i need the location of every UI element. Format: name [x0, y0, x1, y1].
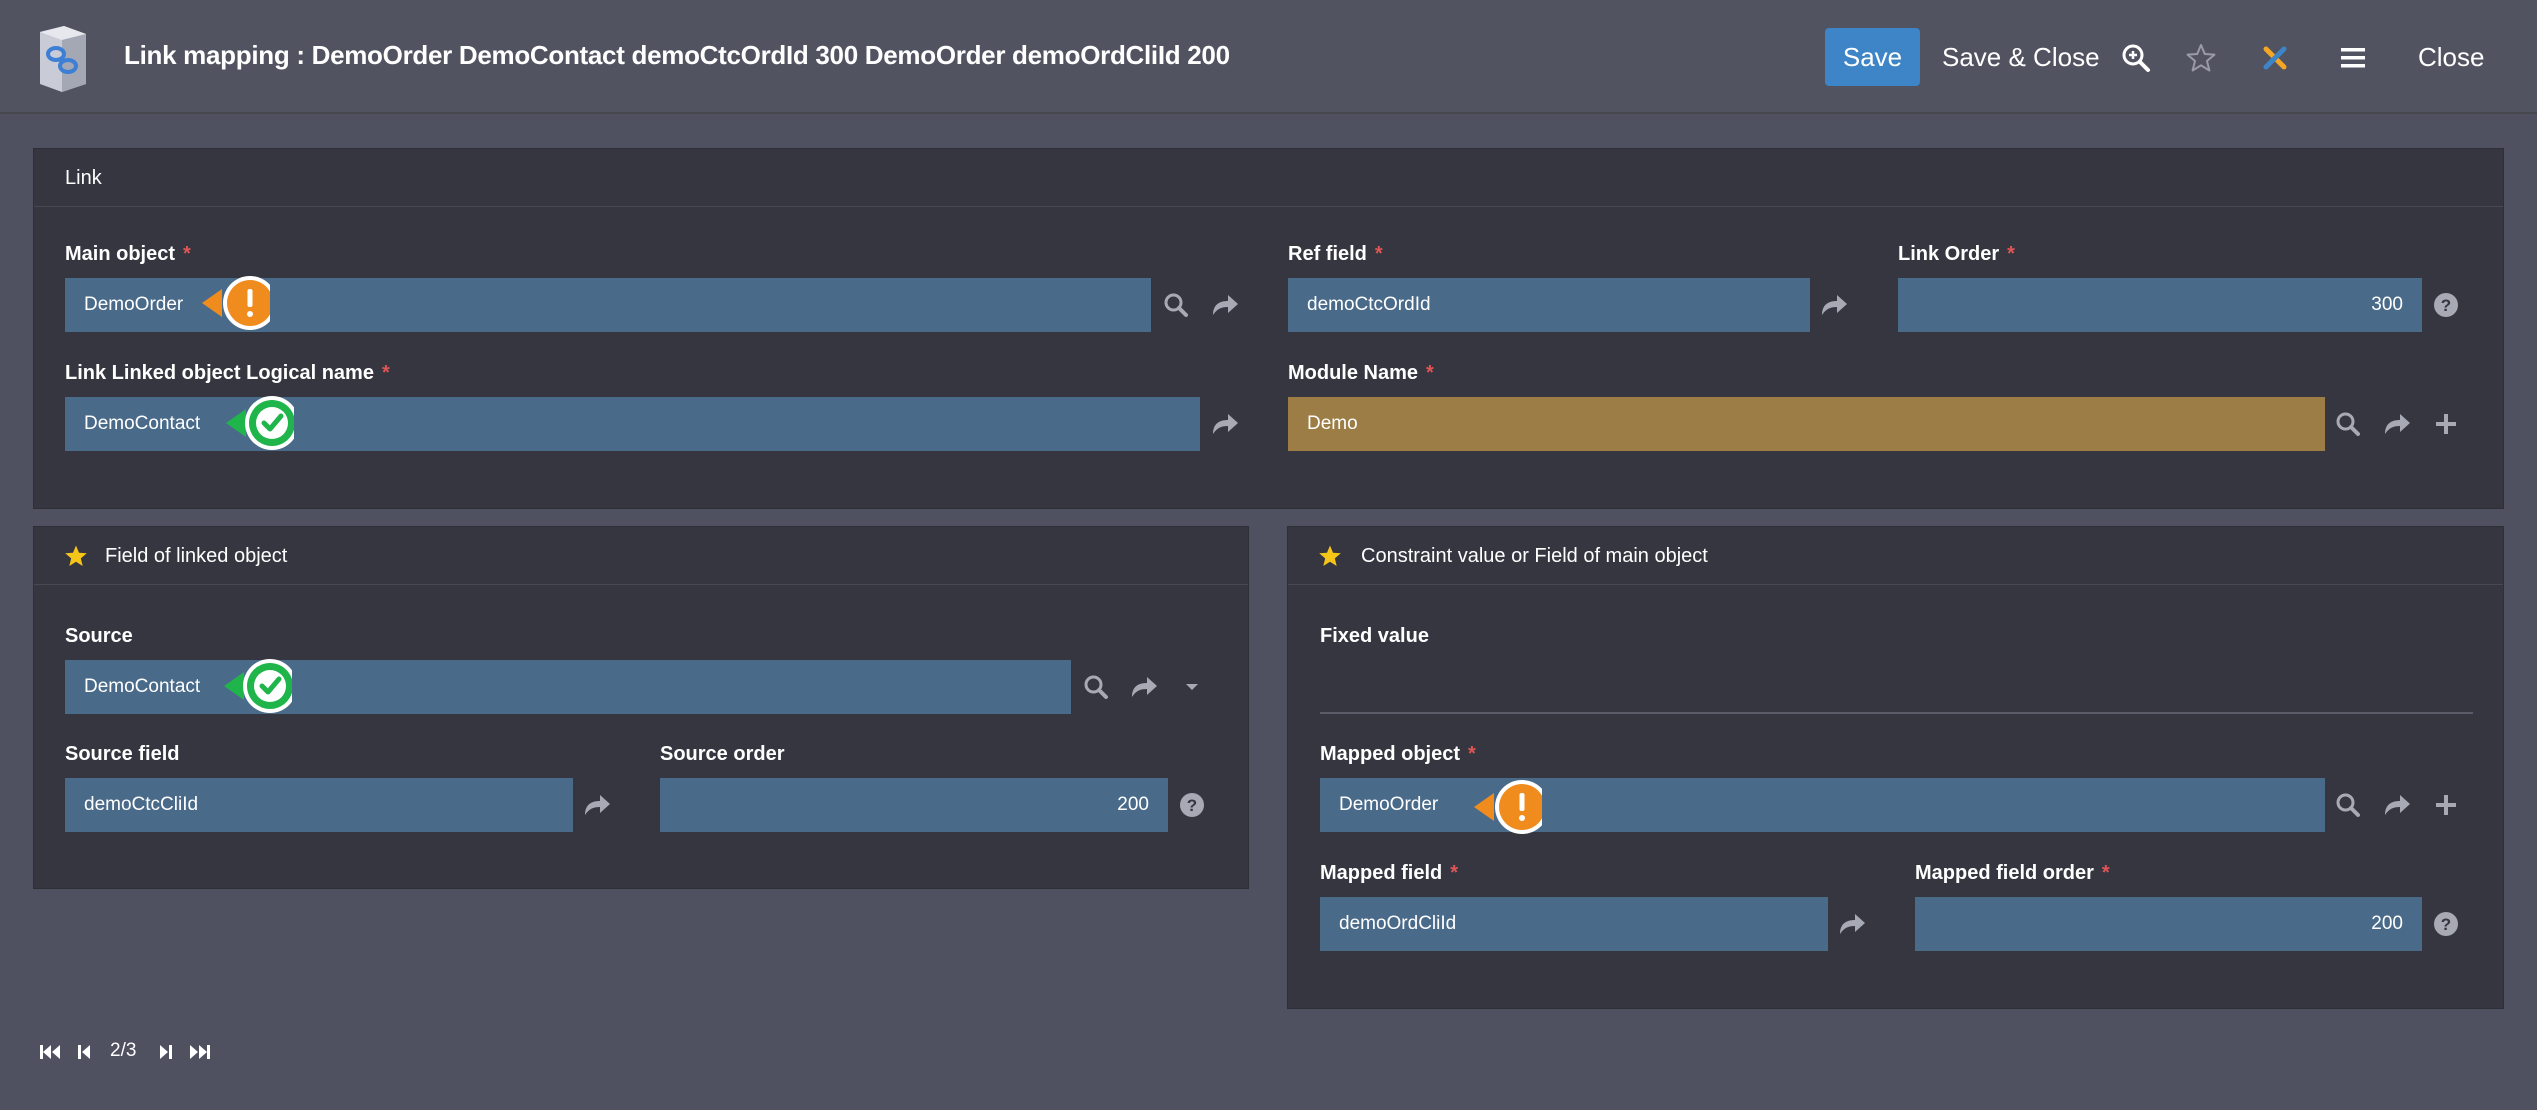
search-icon[interactable]	[2334, 791, 2362, 819]
open-link-arrow-icon[interactable]	[583, 791, 611, 819]
mapped-object-input[interactable]: DemoOrder	[1320, 778, 2325, 832]
tools-icon[interactable]	[2255, 38, 2295, 78]
open-link-arrow-icon[interactable]	[1211, 410, 1239, 438]
main-object-label: Main object *	[65, 243, 191, 265]
link-panel-title: Link	[65, 167, 102, 189]
open-link-arrow-icon[interactable]	[1838, 910, 1866, 938]
link-order-label: Link Order *	[1898, 243, 2015, 265]
mapped-field-order-label: Mapped field order *	[1915, 862, 2110, 884]
save-and-close-button[interactable]: Save & Close	[1942, 42, 2100, 72]
warning-badge-icon	[1474, 780, 1542, 834]
first-page-icon[interactable]	[36, 1038, 64, 1066]
page-title: Link mapping : DemoOrder DemoContact dem…	[124, 40, 1230, 70]
fixed-value-label: Fixed value	[1320, 625, 1429, 647]
search-icon[interactable]	[2334, 410, 2362, 438]
module-name-input[interactable]: Demo	[1288, 397, 2325, 451]
close-button[interactable]: Close	[2418, 42, 2485, 72]
open-link-arrow-icon[interactable]	[2383, 410, 2411, 438]
constraint-panel-header: Constraint value or Field of main object	[1288, 527, 2503, 585]
source-order-input[interactable]: 200	[660, 778, 1168, 832]
source-input[interactable]: DemoContact	[65, 660, 1071, 714]
module-name-label: Module Name *	[1288, 362, 1434, 384]
warning-badge-icon	[202, 276, 270, 330]
search-icon[interactable]	[1082, 673, 1110, 701]
add-icon[interactable]	[2432, 410, 2460, 438]
dropdown-caret-icon[interactable]	[1178, 673, 1206, 701]
source-order-label: Source order	[660, 743, 785, 765]
star-icon[interactable]	[2181, 38, 2221, 78]
svg-text:?: ?	[1187, 796, 1197, 815]
star-icon	[1319, 545, 1341, 566]
next-page-icon[interactable]	[152, 1038, 180, 1066]
linked-field-panel-header: Field of linked object	[34, 527, 1248, 585]
constraint-panel-title: Constraint value or Field of main object	[1361, 545, 1708, 567]
help-icon[interactable]: ?	[2432, 910, 2460, 938]
last-page-icon[interactable]	[186, 1038, 214, 1066]
star-icon	[65, 545, 87, 566]
open-link-arrow-icon[interactable]	[2383, 791, 2411, 819]
fixed-value-underline	[1320, 712, 2473, 714]
save-button[interactable]: Save	[1825, 28, 1920, 86]
valid-check-badge-icon	[224, 659, 292, 713]
link-mapping-app-icon	[40, 26, 86, 92]
open-link-arrow-icon[interactable]	[1820, 291, 1848, 319]
ref-field-input[interactable]: demoCtcOrdId	[1288, 278, 1810, 332]
ref-field-label: Ref field *	[1288, 243, 1383, 265]
open-link-arrow-icon[interactable]	[1211, 291, 1239, 319]
previous-page-icon[interactable]	[70, 1038, 98, 1066]
help-icon[interactable]: ?	[1178, 791, 1206, 819]
valid-check-badge-icon	[226, 396, 294, 450]
help-icon[interactable]: ?	[2432, 291, 2460, 319]
add-icon[interactable]	[2432, 791, 2460, 819]
linked-object-label: Link Linked object Logical name *	[65, 362, 390, 384]
fixed-value-input[interactable]	[1320, 660, 2473, 712]
linked-field-panel-title: Field of linked object	[105, 545, 288, 567]
page-indicator: 2/3	[110, 1040, 137, 1061]
link-order-input[interactable]: 300	[1898, 278, 2422, 332]
mapped-field-order-input[interactable]: 200	[1915, 897, 2422, 951]
zoom-icon[interactable]	[2116, 38, 2156, 78]
search-icon[interactable]	[1162, 291, 1190, 319]
svg-text:?: ?	[2441, 296, 2451, 315]
source-field-label: Source field	[65, 743, 180, 765]
link-panel-header: Link	[34, 149, 2503, 207]
mapped-field-input[interactable]: demoOrdCliId	[1320, 897, 1828, 951]
open-link-arrow-icon[interactable]	[1130, 673, 1158, 701]
source-field-input[interactable]: demoCtcCliId	[65, 778, 573, 832]
mapped-field-label: Mapped field *	[1320, 862, 1459, 884]
svg-text:?: ?	[2441, 915, 2451, 934]
mapped-object-label: Mapped object *	[1320, 743, 1476, 765]
menu-icon[interactable]	[2333, 38, 2373, 78]
header-bar: Link mapping : DemoOrder DemoContact dem…	[0, 0, 2537, 114]
source-label: Source	[65, 625, 133, 647]
